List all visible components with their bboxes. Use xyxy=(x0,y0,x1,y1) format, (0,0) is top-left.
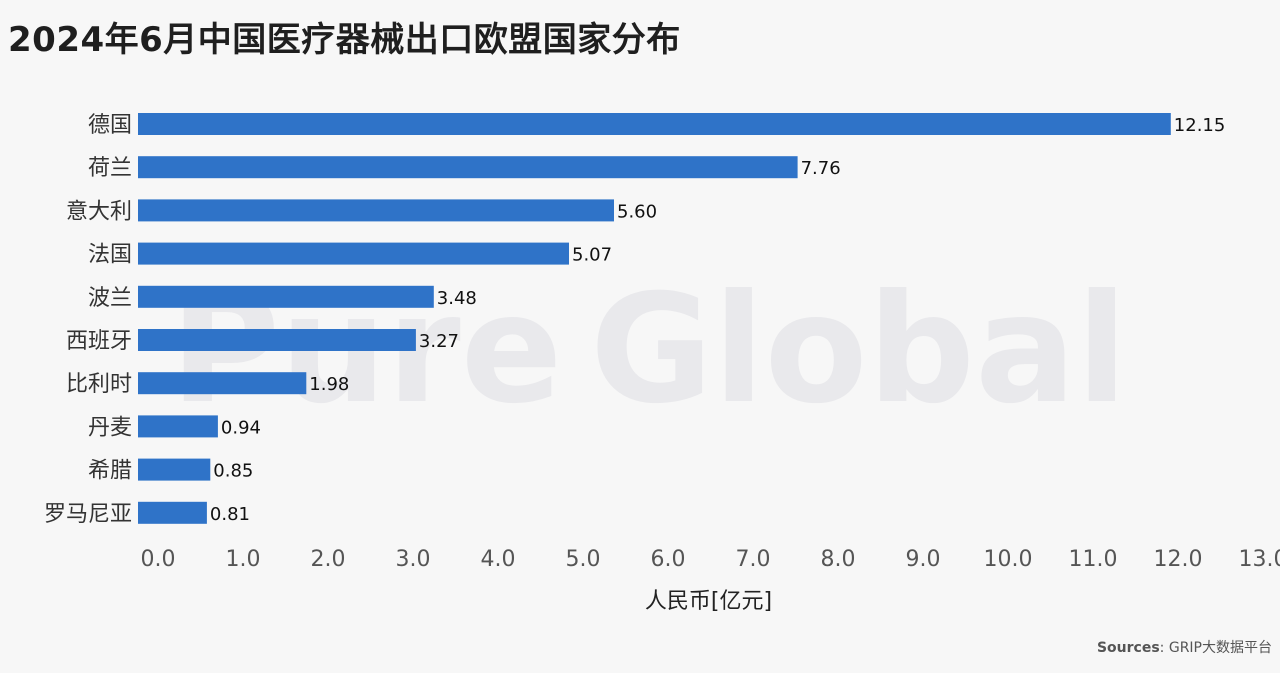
value-label: 3.27 xyxy=(419,331,459,352)
source-text: : GRIP大数据平台 xyxy=(1159,640,1272,656)
category-label: 丹麦 xyxy=(88,415,132,440)
x-tick-label: 7.0 xyxy=(736,547,771,572)
category-label: 法国 xyxy=(88,243,132,268)
value-label: 7.76 xyxy=(801,158,841,179)
category-label: 希腊 xyxy=(88,459,132,484)
bar-10 xyxy=(138,501,207,524)
value-label: 0.85 xyxy=(213,461,253,482)
bar-2 xyxy=(138,156,798,179)
bar-4 xyxy=(138,242,569,265)
bar-8 xyxy=(138,415,218,438)
chart-title: 2024年6月中国医疗器械出口欧盟国家分布 xyxy=(8,20,681,60)
bar-1 xyxy=(138,113,1171,135)
x-tick-label: 3.0 xyxy=(396,547,431,572)
bar-7 xyxy=(138,372,307,395)
x-tick-label: 2.0 xyxy=(311,547,346,572)
value-label: 5.60 xyxy=(617,201,657,222)
category-label: 德国 xyxy=(88,113,132,138)
value-label: 1.98 xyxy=(309,374,349,395)
source-note: Sources: GRIP大数据平台 xyxy=(1097,637,1272,657)
x-tick-label: 10.0 xyxy=(984,547,1033,572)
bar-9 xyxy=(138,458,211,481)
value-label: 3.48 xyxy=(437,288,477,309)
category-label: 罗马尼亚 xyxy=(44,502,132,527)
x-tick-label: 5.0 xyxy=(566,547,601,572)
bar-5 xyxy=(138,285,434,308)
category-label: 荷兰 xyxy=(88,156,132,181)
value-label: 0.81 xyxy=(210,504,250,525)
value-label: 0.94 xyxy=(221,417,261,438)
x-tick-label: 4.0 xyxy=(481,547,516,572)
bar-6 xyxy=(138,329,416,351)
value-label: 5.07 xyxy=(572,245,612,266)
category-label: 波兰 xyxy=(88,286,132,311)
category-label: 西班牙 xyxy=(66,329,132,354)
x-tick-label: 9.0 xyxy=(906,547,941,572)
x-tick-label: 13.0 xyxy=(1239,547,1280,572)
value-label: 12.15 xyxy=(1174,115,1226,136)
x-tick-label: 6.0 xyxy=(651,547,686,572)
category-label: 比利时 xyxy=(66,372,132,397)
x-tick-label: 0.0 xyxy=(141,547,176,572)
x-tick-label: 8.0 xyxy=(821,547,856,572)
category-label: 意大利 xyxy=(66,199,132,224)
source-label: Sources xyxy=(1096,640,1160,656)
x-tick-label: 12.0 xyxy=(1154,547,1203,572)
x-tick-label: 1.0 xyxy=(226,547,261,572)
x-axis-title: 人民币[亿元] xyxy=(645,589,772,614)
x-tick-label: 11.0 xyxy=(1069,547,1118,572)
bar-3 xyxy=(138,199,614,222)
